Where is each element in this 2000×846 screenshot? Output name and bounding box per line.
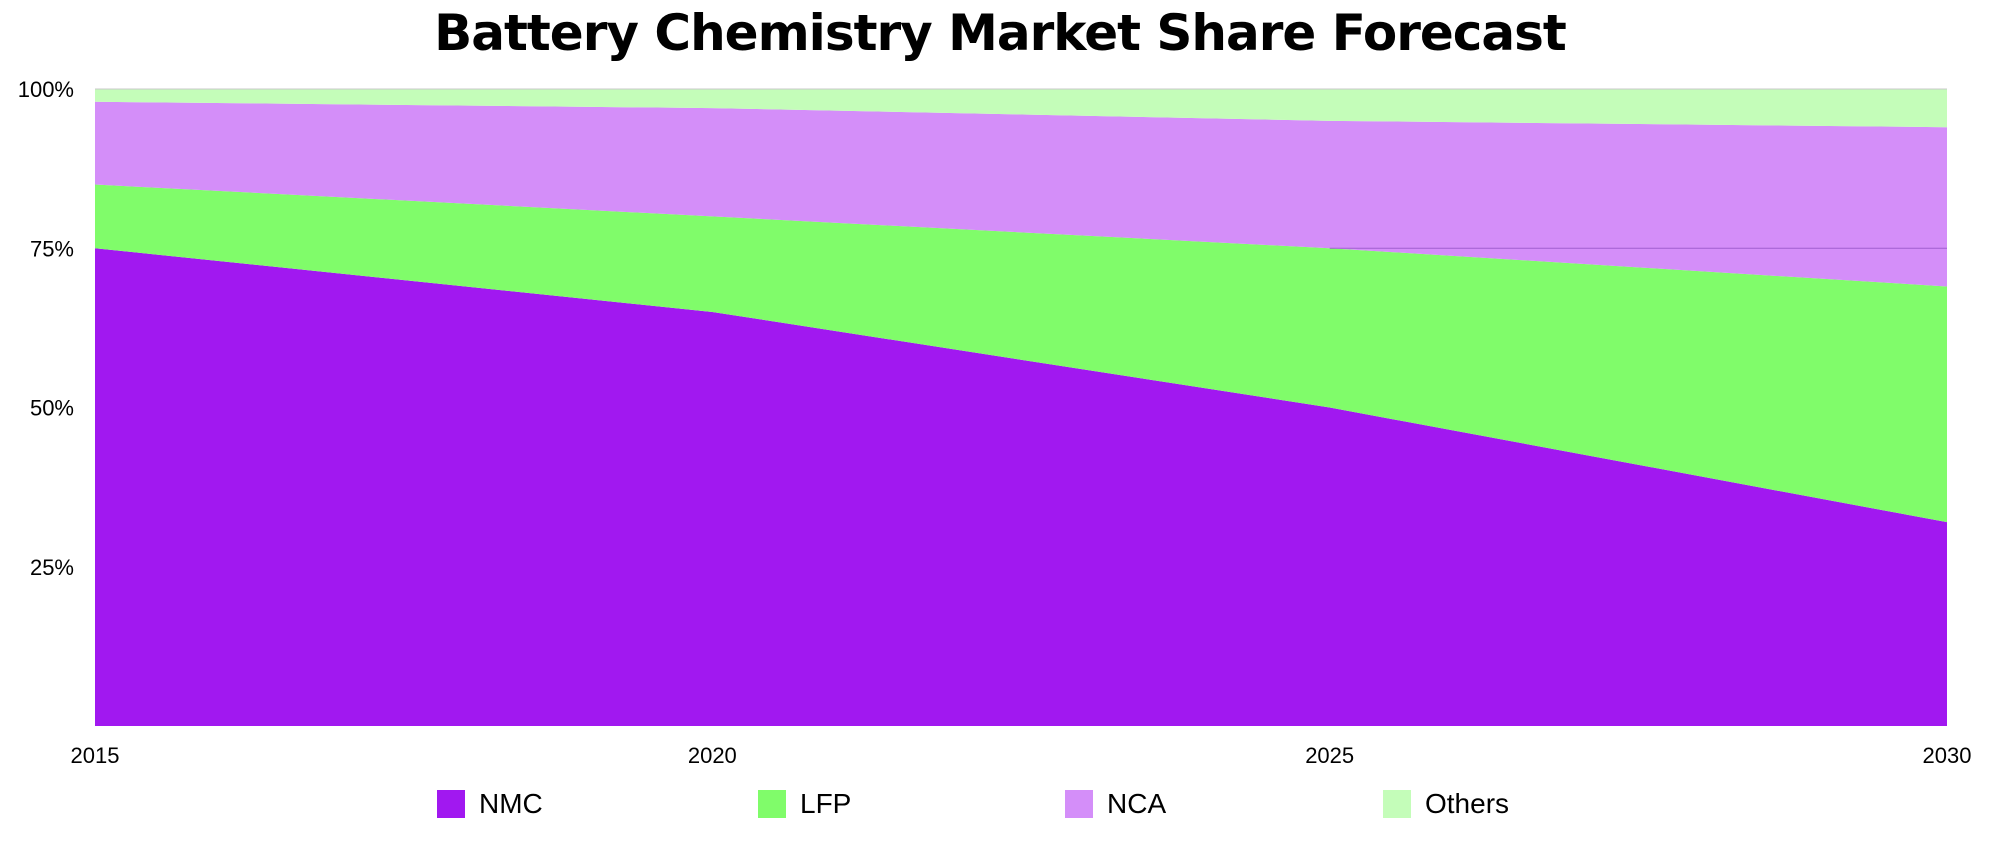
legend-swatch (437, 790, 465, 818)
legend-item-others: Others (1383, 784, 1509, 824)
legend-swatch (758, 790, 786, 818)
chart-title: Battery Chemistry Market Share Forecast (434, 4, 1567, 62)
legend-label: NCA (1107, 788, 1167, 819)
y-tick-label: 25% (30, 555, 74, 580)
y-tick-label: 50% (30, 396, 74, 421)
x-tick-label: 2030 (1923, 743, 1972, 768)
legend-item-nmc: NMC (437, 784, 543, 824)
legend-label: NMC (479, 788, 543, 819)
area-lfp (95, 184, 1947, 523)
area-nca (95, 101, 1947, 287)
area-others (95, 89, 1947, 128)
area-nmc (95, 248, 1947, 726)
x-tick-label: 2020 (688, 743, 737, 768)
legend-item-nca: NCA (1065, 784, 1166, 824)
legend-label: LFP (800, 788, 852, 819)
y-axis: 100% 75% 50% 25% (18, 77, 74, 580)
x-tick-label: 2025 (1305, 743, 1354, 768)
y-tick-label: 100% (18, 77, 74, 102)
x-axis: 2015 2020 2025 2030 (71, 743, 1972, 768)
y-tick-label: 75% (30, 236, 74, 261)
legend-label: Others (1425, 788, 1510, 819)
legend: NMC LFP NCA Others (0, 784, 2000, 824)
area-layer (95, 89, 1947, 726)
grid-layer (95, 88, 1947, 249)
legend-item-lfp: LFP (758, 784, 851, 824)
x-tick-label: 2015 (71, 743, 120, 768)
legend-swatch (1383, 790, 1411, 818)
legend-swatch (1065, 790, 1093, 818)
